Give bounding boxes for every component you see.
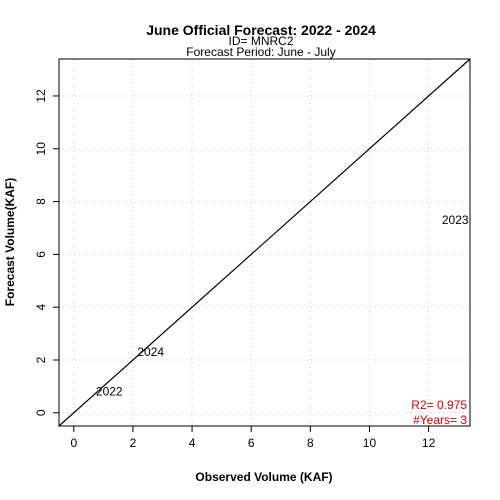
y-tick-label: 8: [34, 198, 48, 205]
point-label-2024: 2024: [137, 345, 164, 359]
y-tick-label: 0: [34, 409, 48, 416]
x-tick-label: 2: [130, 436, 137, 450]
x-axis-ticks: 0 2 4 6 8 10 12: [70, 426, 436, 450]
x-tick-label: 4: [189, 436, 196, 450]
years-stat: #Years= 3: [413, 413, 467, 427]
y-tick-label: 6: [34, 251, 48, 258]
chart-title: June Official Forecast: 2022 - 2024: [146, 22, 376, 38]
point-label-2022: 2022: [96, 385, 123, 399]
x-tick-label: 10: [363, 436, 377, 450]
y-axis-ticks: 0 2 4 6 8 10 12: [34, 89, 59, 416]
y-tick-label: 12: [34, 89, 48, 103]
data-points: 2022 2023 2024: [96, 213, 469, 399]
plot-area: [58, 58, 471, 427]
x-tick-label: 6: [248, 436, 255, 450]
x-tick-label: 12: [422, 436, 436, 450]
grid: [59, 59, 470, 426]
x-tick-label: 8: [307, 436, 314, 450]
y-tick-label: 10: [34, 142, 48, 156]
x-tick-label: 0: [70, 436, 77, 450]
x-axis-label: Observed Volume (KAF): [195, 470, 332, 484]
r2-stat: R2= 0.975: [411, 398, 467, 412]
point-label-2023: 2023: [442, 213, 469, 227]
chart-id-line: ID= MNRC2: [228, 34, 293, 48]
one-to-one-line: [58, 58, 471, 427]
y-tick-label: 2: [34, 356, 48, 363]
y-tick-label: 4: [34, 304, 48, 311]
y-axis-label: Forecast Volume(KAF): [3, 178, 17, 306]
chart-period-line: Forecast Period: June - July: [186, 45, 335, 59]
